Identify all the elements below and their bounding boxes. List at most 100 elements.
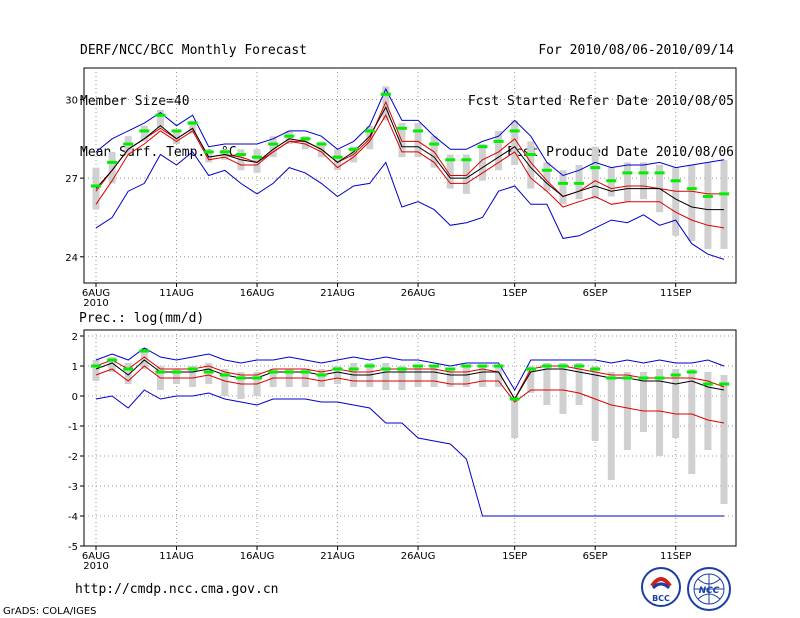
median-marker xyxy=(590,166,601,170)
median-marker xyxy=(91,184,101,188)
y-tick-label: -2 xyxy=(68,452,78,463)
ensemble-box xyxy=(511,120,519,166)
median-marker xyxy=(525,367,536,371)
median-marker xyxy=(348,147,359,151)
ensemble-box xyxy=(189,120,197,134)
ensemble-box xyxy=(511,396,519,438)
x-tick-label: 6SEP xyxy=(583,288,608,299)
ensemble-box xyxy=(414,123,422,158)
median-marker xyxy=(622,376,633,380)
y-tick-label: 1 xyxy=(72,362,78,373)
median-marker xyxy=(461,158,472,162)
y-tick-label: 24 xyxy=(65,253,78,264)
median-marker xyxy=(670,373,681,377)
median-marker xyxy=(590,367,601,371)
ensemble-box xyxy=(269,136,277,158)
median-marker xyxy=(268,370,279,374)
x-tick-label: 1SEP xyxy=(502,551,527,562)
forecast-started: Fcst Started Refer Date 2010/08/05 xyxy=(467,94,734,109)
median-marker xyxy=(509,129,520,133)
ensemble-box xyxy=(173,130,181,145)
median-marker xyxy=(702,382,713,386)
x-tick-label: 16AUG xyxy=(240,288,275,299)
grads-credit: GrADS: COLA/IGES xyxy=(3,606,97,617)
median-marker xyxy=(300,137,311,141)
median-marker xyxy=(364,129,375,133)
ensemble-box xyxy=(124,363,132,384)
ncc-logo: NCC xyxy=(687,567,731,611)
ensemble-box xyxy=(543,363,551,405)
header-right: For 2010/08/06-2010/09/14 Fcst Started R… xyxy=(468,11,734,180)
y-tick-label: -5 xyxy=(68,542,78,553)
ensemble-box xyxy=(92,167,100,210)
ensemble-box xyxy=(253,149,261,173)
series-line-mean xyxy=(95,359,725,400)
median-marker xyxy=(364,364,375,368)
chart-title: DERF/NCC/BCC Monthly Forecast xyxy=(80,43,307,58)
x-tick-label: 11SEP xyxy=(660,288,691,299)
ensemble-box xyxy=(559,170,567,205)
median-marker xyxy=(123,142,134,146)
ensemble-box xyxy=(478,366,486,387)
median-marker xyxy=(155,370,166,374)
ensemble-box xyxy=(543,162,551,192)
ensemble-box xyxy=(623,372,631,450)
ensemble-box xyxy=(656,369,664,456)
x-tick-label: 1SEP xyxy=(502,288,527,299)
ensemble-box xyxy=(720,159,728,249)
median-marker xyxy=(477,364,488,368)
ensemble-box xyxy=(221,369,229,396)
median-marker xyxy=(686,370,697,374)
ensemble-box xyxy=(672,369,680,438)
ensemble-box xyxy=(559,363,567,414)
median-marker xyxy=(300,370,311,374)
median-marker xyxy=(622,171,633,175)
ensemble-box xyxy=(156,109,164,129)
ncc-logo-text: NCC xyxy=(699,586,720,596)
ensemble-box xyxy=(446,154,454,189)
median-marker xyxy=(203,370,214,374)
ensemble-box xyxy=(108,357,116,372)
series-line-outer-max xyxy=(95,347,725,392)
ensemble-box xyxy=(623,162,631,202)
member-size: Member Size=40 xyxy=(80,94,190,109)
median-marker xyxy=(525,153,536,157)
ensemble-box xyxy=(495,130,503,171)
median-marker xyxy=(574,181,585,185)
median-marker xyxy=(445,158,456,162)
median-marker xyxy=(445,367,456,371)
ensemble-box xyxy=(462,366,470,387)
precip-label: Prec.: log(mm/d) xyxy=(79,311,205,326)
ensemble-box xyxy=(237,372,245,399)
median-marker xyxy=(638,376,649,380)
ensemble-box xyxy=(591,146,599,200)
median-marker xyxy=(252,376,263,380)
ensemble-box xyxy=(639,372,647,432)
x-year-label: 2010 xyxy=(83,298,108,309)
median-marker xyxy=(107,358,118,362)
y-tick-label: -1 xyxy=(68,422,78,433)
ensemble-box xyxy=(704,162,712,249)
ensemble-box xyxy=(140,348,148,369)
median-marker xyxy=(91,364,101,368)
source-url: http://cmdp.ncc.cma.gov.cn xyxy=(75,582,279,597)
y-tick-label: 0 xyxy=(72,392,78,403)
median-marker xyxy=(316,373,327,377)
median-marker xyxy=(396,126,407,130)
median-marker xyxy=(284,370,295,374)
median-marker xyxy=(413,129,424,133)
median-marker xyxy=(606,376,617,380)
ensemble-box xyxy=(334,149,342,171)
ensemble-box xyxy=(527,366,535,393)
bcc-logo-text: BCC xyxy=(652,594,670,603)
x-tick-label: 21AUG xyxy=(320,551,355,562)
median-marker xyxy=(509,397,520,401)
ensemble-box xyxy=(704,372,712,450)
median-marker xyxy=(139,349,150,353)
ensemble-box xyxy=(607,372,615,480)
plot-frame-prec xyxy=(83,329,737,547)
precip-chart: 6AUG 11AUG 16AUG 21AUG 26AUG 1SEP 6SEP 11SEP201… xyxy=(68,329,737,572)
series-line-outer-max xyxy=(95,87,725,177)
x-tick-label: 11AUG xyxy=(159,288,194,299)
median-marker xyxy=(654,171,665,175)
